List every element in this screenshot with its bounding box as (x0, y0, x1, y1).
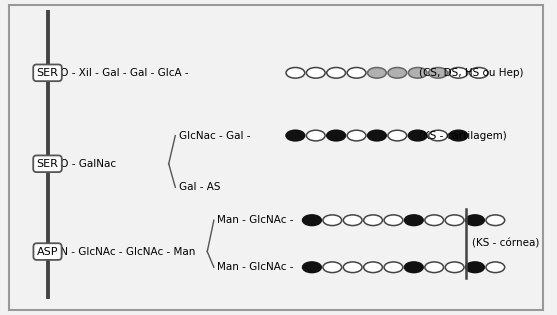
Circle shape (466, 262, 485, 272)
Circle shape (343, 215, 362, 226)
Text: (KS - córnea): (KS - córnea) (472, 239, 539, 249)
Circle shape (429, 67, 447, 78)
Text: Man - GlcNAc -: Man - GlcNAc - (217, 215, 294, 225)
FancyBboxPatch shape (9, 5, 543, 310)
Circle shape (404, 262, 423, 272)
Text: (CS, DS, HS ou Hep): (CS, DS, HS ou Hep) (419, 68, 524, 78)
Circle shape (486, 262, 505, 272)
Text: GlcNac - Gal -: GlcNac - Gal - (179, 130, 250, 140)
Text: (KS - cartilagem): (KS - cartilagem) (419, 130, 507, 140)
Circle shape (347, 130, 366, 141)
Circle shape (384, 215, 403, 226)
Circle shape (306, 67, 325, 78)
Circle shape (327, 130, 345, 141)
Text: SER: SER (37, 68, 58, 78)
Circle shape (323, 215, 341, 226)
Circle shape (343, 262, 362, 272)
Text: - O - GalNac: - O - GalNac (50, 159, 116, 169)
Circle shape (327, 67, 345, 78)
Circle shape (364, 215, 383, 226)
Circle shape (368, 67, 386, 78)
Circle shape (286, 67, 305, 78)
Circle shape (449, 130, 468, 141)
Text: - N - GlcNAc - GlcNAc - Man: - N - GlcNAc - GlcNAc - Man (50, 247, 196, 257)
Circle shape (302, 262, 321, 272)
Circle shape (368, 130, 386, 141)
Circle shape (470, 67, 488, 78)
Circle shape (466, 215, 485, 226)
Circle shape (445, 215, 464, 226)
Circle shape (408, 130, 427, 141)
Circle shape (425, 215, 443, 226)
Text: Gal - AS: Gal - AS (179, 182, 220, 192)
Circle shape (404, 215, 423, 226)
Circle shape (425, 262, 443, 272)
Text: Man - GlcNAc -: Man - GlcNAc - (217, 262, 294, 272)
Circle shape (486, 215, 505, 226)
Circle shape (445, 262, 464, 272)
Circle shape (302, 215, 321, 226)
Circle shape (347, 67, 366, 78)
Circle shape (408, 67, 427, 78)
Circle shape (364, 262, 383, 272)
Circle shape (388, 130, 407, 141)
Text: SER: SER (37, 159, 58, 169)
Circle shape (384, 262, 403, 272)
Text: - O - Xil - Gal - Gal - GlcA -: - O - Xil - Gal - Gal - GlcA - (50, 68, 189, 78)
Circle shape (429, 130, 447, 141)
Circle shape (449, 67, 468, 78)
Text: ASP: ASP (37, 247, 58, 257)
Circle shape (388, 67, 407, 78)
Circle shape (306, 130, 325, 141)
Circle shape (323, 262, 341, 272)
Circle shape (286, 130, 305, 141)
